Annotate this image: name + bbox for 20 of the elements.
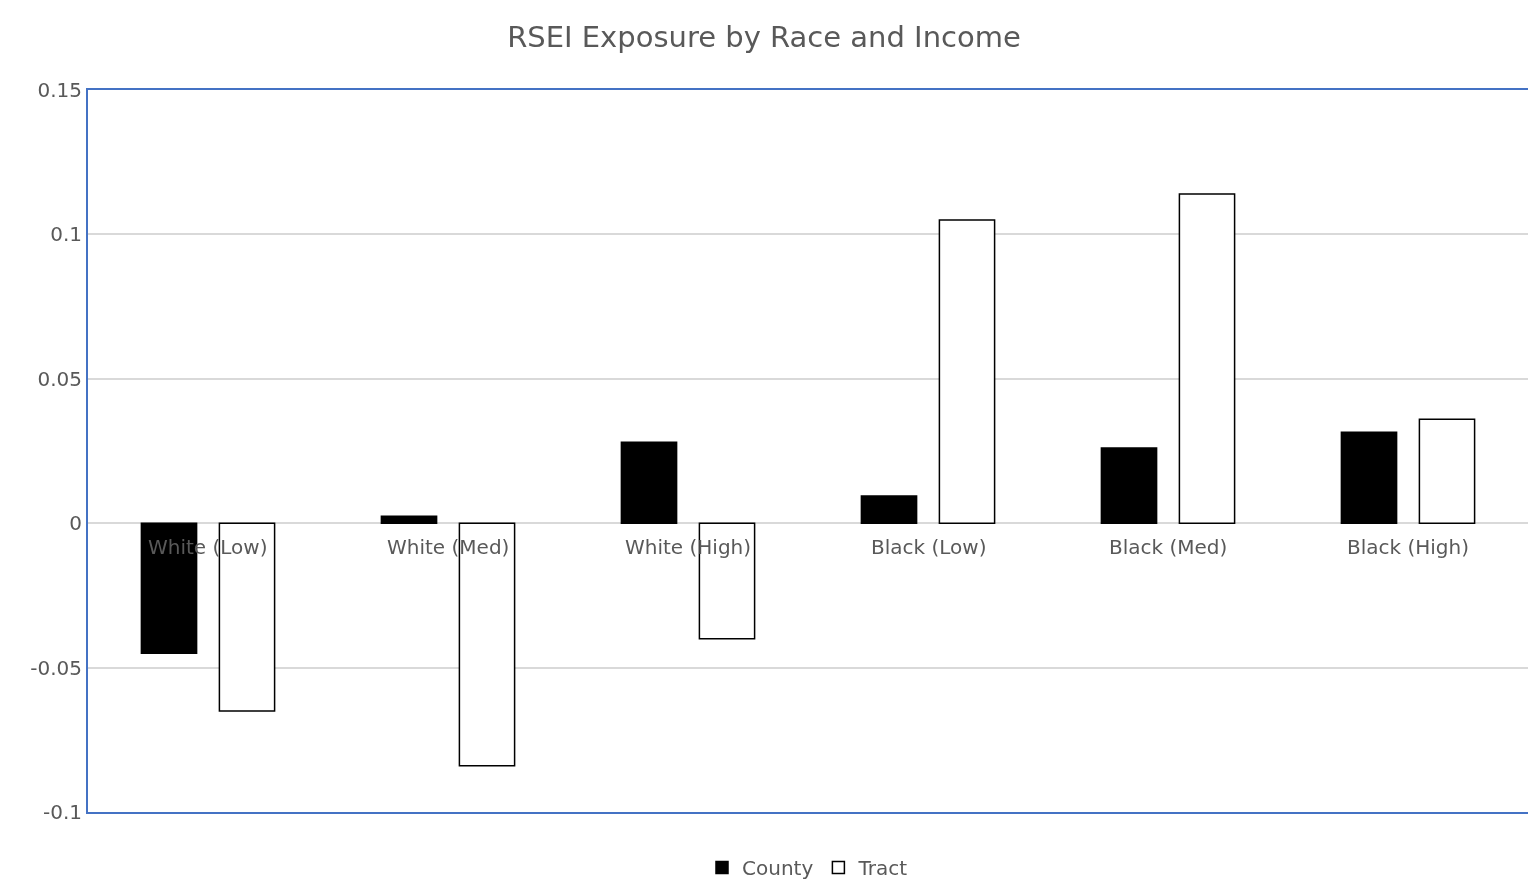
- bar: [380, 515, 438, 524]
- legend-label: County: [742, 856, 814, 881]
- x-tick-label: Black (Low): [871, 535, 987, 559]
- y-tick-label: -0.1: [42, 800, 82, 824]
- y-tick-label: 0.05: [37, 366, 82, 391]
- bar: [860, 495, 918, 524]
- bar: [620, 441, 678, 524]
- bar: [1178, 193, 1236, 524]
- bar: [1340, 431, 1398, 524]
- bar: [938, 219, 996, 524]
- bar: [1418, 418, 1476, 524]
- legend-label: Tract: [857, 856, 908, 881]
- y-tick-label: 0: [69, 511, 82, 536]
- x-tick-label: Black (High): [1347, 535, 1470, 559]
- y-tick-label: 0.15: [37, 78, 82, 102]
- chart-title: RSEI Exposure by Race and Income: [507, 20, 1021, 55]
- y-tick-label: -0.05: [30, 655, 82, 680]
- x-tick-label: Black (Med): [1109, 535, 1228, 559]
- bar: [1100, 447, 1158, 524]
- y-tick-label: 0.1: [50, 222, 82, 247]
